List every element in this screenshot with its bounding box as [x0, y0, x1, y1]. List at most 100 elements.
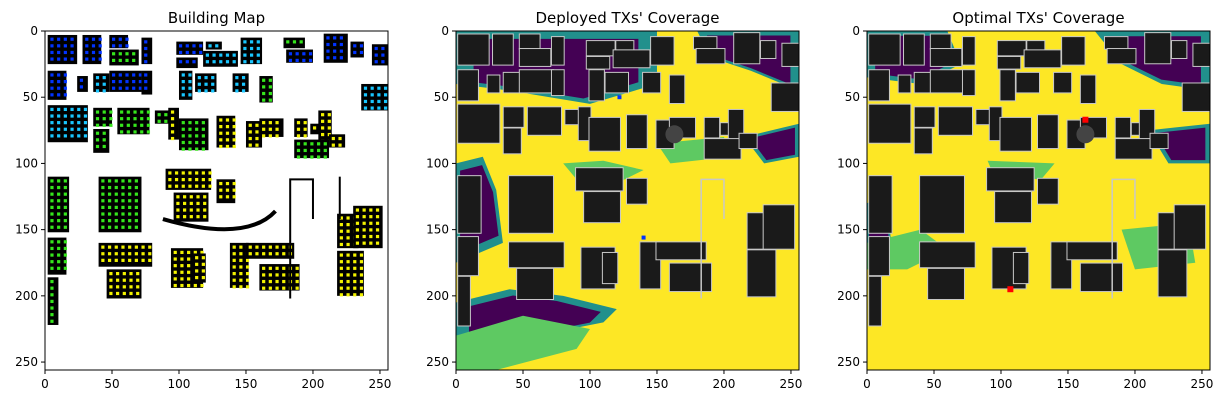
- tx-candidate-dot: [239, 278, 243, 282]
- building: [738, 132, 758, 150]
- tx-candidate-dot: [95, 89, 100, 93]
- tx-candidate-dot: [243, 60, 247, 64]
- tx-candidate-dot: [109, 285, 113, 289]
- tx-candidate-dot: [383, 86, 388, 90]
- tx-candidate-dot: [180, 257, 184, 261]
- tx-candidate-dot: [50, 240, 54, 244]
- tx-candidate-dot: [118, 58, 122, 63]
- building: [1079, 74, 1097, 105]
- tx-candidate-dot: [201, 121, 205, 125]
- tx-candidate-dot: [50, 192, 54, 196]
- building: [371, 44, 388, 66]
- tx-candidate-dot: [63, 107, 67, 112]
- tx-candidate-dot: [353, 273, 357, 277]
- tx-candidate-dot: [369, 228, 373, 232]
- tx-candidate-dot: [63, 199, 67, 203]
- x-tick-label: 200: [713, 377, 736, 391]
- tx-candidate-dot: [50, 313, 54, 317]
- tx-candidate-dot: [101, 252, 105, 256]
- tx-candidate-dot: [50, 286, 54, 290]
- tx-candidate-dot: [262, 286, 266, 290]
- tx-candidate-dot: [363, 93, 368, 97]
- tx-candidate-dot: [195, 275, 199, 280]
- tx-candidate-dot: [383, 99, 388, 104]
- tx-candidate-dot: [219, 188, 223, 192]
- deployed-tx-marker: [641, 235, 646, 240]
- building: [733, 32, 761, 65]
- tx-candidate-dot: [125, 37, 129, 41]
- tx-candidate-dot: [109, 110, 113, 114]
- tx-candidate-dot: [353, 286, 357, 290]
- tx-candidate-dot: [57, 114, 61, 118]
- tx-candidate-dot: [125, 58, 129, 63]
- tx-candidate-dot: [255, 130, 259, 134]
- tx-candidate-dot: [178, 50, 183, 55]
- x-tick-label: 150: [235, 377, 258, 391]
- tx-candidate-dot: [50, 44, 54, 48]
- tx-candidate-dot: [77, 114, 81, 118]
- tx-candidate-dot: [232, 188, 236, 192]
- tx-candidate-dot: [197, 82, 201, 86]
- tx-candidate-dot: [141, 245, 145, 249]
- tx-candidate-dot: [219, 181, 223, 186]
- building: [615, 40, 635, 52]
- tx-candidate-dot: [129, 278, 133, 282]
- tx-candidate-dot: [295, 52, 299, 56]
- tx-candidate-dot: [134, 258, 138, 262]
- tx-candidate-dot: [381, 46, 385, 51]
- tx-candidate-dot: [201, 134, 205, 138]
- tx-candidate-dot: [363, 106, 368, 110]
- tx-candidate-dot: [339, 216, 343, 220]
- tx-candidate-dot: [375, 228, 380, 232]
- tx-candidate-dot: [377, 86, 381, 90]
- building: [604, 71, 629, 94]
- tx-candidate-dot: [353, 50, 357, 55]
- building-dome: [1076, 125, 1095, 144]
- tx-candidate-dot: [57, 260, 61, 264]
- x-tick-label: 50: [104, 377, 119, 391]
- building: [913, 106, 936, 128]
- tx-candidate-dot: [70, 37, 74, 41]
- tx-candidate-dot: [249, 60, 254, 64]
- building: [286, 49, 313, 63]
- tx-candidate-dot: [85, 50, 89, 55]
- building: [583, 191, 621, 224]
- tx-candidate-dot: [148, 258, 152, 262]
- tx-candidate-dot: [359, 286, 364, 290]
- tx-candidate-dot: [57, 192, 61, 196]
- tx-candidate-dot: [168, 184, 172, 188]
- tx-candidate-dot: [187, 270, 191, 274]
- building: [695, 48, 726, 65]
- tx-candidate-dot: [339, 273, 343, 277]
- tx-candidate-dot: [134, 192, 138, 196]
- building: [1012, 251, 1030, 285]
- tx-candidate-dot: [109, 278, 113, 282]
- tx-candidate-dot: [181, 184, 185, 188]
- tx-candidate-dot: [282, 273, 286, 277]
- tx-candidate-dot: [125, 52, 129, 56]
- tx-candidate-dot: [232, 118, 236, 122]
- tx-candidate-dot: [245, 285, 250, 289]
- tx-candidate-dot: [83, 127, 88, 131]
- tx-candidate-dot: [268, 286, 272, 290]
- tx-candidate-dot: [248, 245, 252, 249]
- tx-candidate-dot: [195, 177, 199, 182]
- tx-candidate-dot: [50, 246, 54, 251]
- building: [1066, 241, 1118, 261]
- tx-candidate-dot: [50, 199, 54, 203]
- tx-candidate-dot: [141, 252, 145, 256]
- tx-candidate-dot: [189, 215, 193, 219]
- tx-candidate-dot: [125, 73, 129, 77]
- tx-candidate-dot: [63, 114, 67, 118]
- tx-candidate-dot: [101, 219, 105, 223]
- tx-candidate-dot: [346, 260, 350, 264]
- tx-candidate-dot: [118, 79, 122, 84]
- tx-candidate-dot: [140, 117, 144, 121]
- tx-candidate-dot: [107, 205, 112, 209]
- plot-area: [456, 31, 799, 370]
- tx-candidate-dot: [102, 131, 106, 135]
- building: [502, 106, 525, 128]
- tx-candidate-dot: [195, 184, 199, 188]
- boundary-line: [162, 209, 277, 232]
- tx-candidate-dot: [114, 245, 118, 249]
